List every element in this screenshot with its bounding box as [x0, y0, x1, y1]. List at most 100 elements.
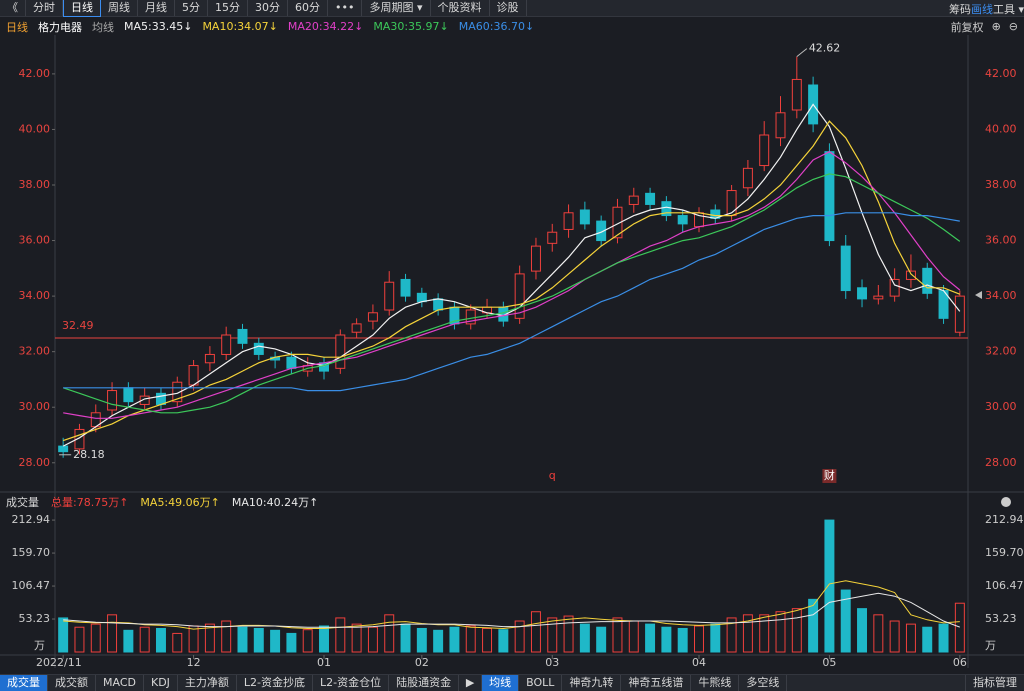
toolbar-item[interactable]: 画线: [970, 2, 993, 16]
candle-body: [221, 334, 232, 355]
volume-stat: MA5:49.06万↑: [140, 496, 220, 509]
toolbar-item[interactable]: 周线: [101, 0, 138, 16]
candle-body: [742, 167, 753, 189]
tab[interactable]: 成交量: [0, 675, 48, 691]
volume-bar: [107, 614, 118, 653]
tab[interactable]: 主力净额: [178, 675, 237, 691]
y-tick-label-right: 36.00: [985, 234, 1017, 247]
volume-bar: [530, 611, 541, 653]
volume-bar: [612, 617, 623, 653]
candle-body: [384, 281, 395, 311]
x-tick-label: 03: [545, 656, 559, 669]
toolbar-item[interactable]: •••: [328, 0, 363, 16]
candle-body: [514, 273, 525, 319]
candle-body: [857, 287, 868, 300]
toolbar-item[interactable]: 多周期图 ▾: [362, 0, 431, 16]
volume-tick-label-right: 159.70: [985, 546, 1024, 559]
toolbar-item[interactable]: 分时: [26, 0, 63, 16]
candle-body: [416, 292, 427, 303]
tab-scroll[interactable]: ▶: [459, 675, 483, 691]
icon[interactable]: ⊕: [991, 20, 1001, 33]
ma-line: [62, 103, 961, 447]
high-label: 42.62: [809, 42, 841, 55]
toolbar-item[interactable]: 个股资料: [431, 0, 490, 16]
toolbar-item[interactable]: 15分: [208, 0, 248, 16]
volume-stat: MA10:40.24万↑: [231, 496, 319, 509]
toolbar-item[interactable]: 工具 ▾: [992, 2, 1024, 16]
candle-body: [58, 445, 69, 453]
icon[interactable]: ⊖: [1008, 20, 1018, 33]
volume-bar: [742, 614, 753, 653]
volume-bar: [237, 626, 248, 653]
candle-body: [661, 201, 672, 217]
tab[interactable]: 多空线: [739, 675, 788, 691]
volume-bar: [579, 623, 590, 653]
y-tick-label: 38.00: [19, 178, 51, 191]
candle-body: [351, 323, 362, 333]
tab[interactable]: L2-资金抄底: [237, 675, 314, 691]
x-tick-label: 02: [415, 656, 429, 669]
volume-bar: [857, 608, 868, 653]
volume-title: 成交量: [6, 496, 39, 509]
volume-bar: [791, 608, 802, 653]
volume-bar: [155, 627, 166, 653]
toolbar-right: 筹码 画线 工具 ▾: [949, 0, 1024, 17]
toolbar-item[interactable]: 日线: [63, 0, 101, 17]
tab[interactable]: KDJ: [144, 675, 178, 691]
volume-bar: [563, 615, 574, 653]
toolbar-item[interactable]: 60分: [288, 0, 328, 16]
tab[interactable]: 神奇五线谱: [621, 675, 692, 691]
candle-body: [905, 270, 916, 280]
volume-tick-label: 159.70: [12, 546, 51, 559]
toolbar-item[interactable]: 《: [0, 0, 26, 16]
toolbar-item[interactable]: 5分: [175, 0, 208, 16]
volume-bar: [351, 623, 362, 653]
y-tick-label-right: 32.00: [985, 345, 1017, 358]
reference-label: 32.49: [62, 319, 94, 332]
info-row: 日线 格力电器 均线 MA5:33.45↓ MA10:34.07↓ MA20:34.…: [0, 18, 1024, 35]
candle-body: [677, 215, 688, 225]
tab[interactable]: 牛熊线: [691, 675, 740, 691]
candle-body: [172, 381, 183, 403]
candle-body: [188, 365, 199, 386]
tab[interactable]: 神奇九转: [562, 675, 622, 691]
toolbar-item[interactable]: 月线: [138, 0, 175, 16]
indicator: 均线: [92, 20, 114, 34]
toolbar-item[interactable]: 筹码: [948, 2, 971, 16]
volume-bar: [938, 623, 949, 653]
ma-line: [63, 120, 961, 442]
adjust[interactable]: 前复权: [950, 20, 984, 34]
volume-bar: [628, 620, 639, 653]
candle-body: [547, 231, 558, 244]
close-icon[interactable]: [1001, 497, 1011, 507]
candle-body: [107, 390, 118, 411]
volume-unit-right: 万: [985, 639, 996, 652]
tab[interactable]: 指标管理: [965, 675, 1024, 691]
toolbar-item[interactable]: 30分: [248, 0, 288, 16]
y-tick-label-right: 42.00: [985, 67, 1017, 80]
toolbar-item[interactable]: 诊股: [490, 0, 527, 16]
tab[interactable]: BOLL: [519, 675, 563, 691]
volume-tick-label: 53.23: [19, 612, 51, 625]
volume-tick-label: 212.94: [12, 513, 51, 526]
volume-bar: [824, 519, 835, 653]
tab[interactable]: L2-资金仓位: [313, 675, 390, 691]
candle-body: [628, 195, 639, 205]
x-tick-label: 06: [953, 656, 967, 669]
high-pointer: [796, 48, 808, 58]
y-tick-label: 32.00: [19, 345, 51, 358]
candle-body: [759, 134, 770, 167]
x-tick-label: 05: [822, 656, 836, 669]
tab[interactable]: 成交额: [48, 675, 96, 691]
tab[interactable]: 均线: [482, 675, 520, 691]
volume-header: 成交量 总量:78.75万↑ MA5:49.06万↑ MA10:40.24万↑: [0, 494, 1024, 510]
candle-body: [286, 356, 297, 369]
tab[interactable]: 陆股通资金: [389, 675, 460, 691]
candle-body: [563, 212, 574, 230]
ma-line: [63, 151, 961, 419]
volume-bar: [808, 598, 819, 653]
candle-body: [400, 278, 411, 297]
volume-bar: [74, 626, 85, 653]
tab[interactable]: MACD: [96, 675, 144, 691]
